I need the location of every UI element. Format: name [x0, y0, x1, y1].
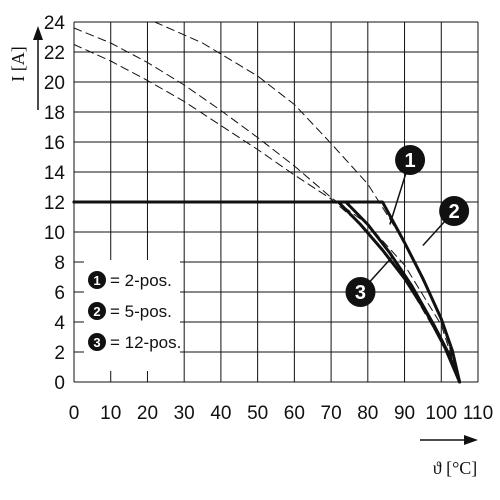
x-tick-label: 100: [425, 403, 457, 424]
y-axis-label: I [A]: [8, 46, 28, 81]
legend-marker-2: [88, 302, 106, 320]
y-tick-label: 4: [54, 313, 65, 334]
x-tick-label: 20: [137, 403, 158, 424]
legend-marker-3: [88, 333, 106, 351]
x-tick-label: 110: [463, 403, 493, 424]
dashed-curve-1: [154, 21, 461, 383]
y-tick-label: 16: [44, 133, 65, 154]
curve-marker-2: [439, 196, 470, 226]
y-tick-label: 22: [44, 43, 65, 64]
dashed-curve-3: [73, 44, 461, 383]
y-tick-label: 0: [54, 373, 65, 394]
legend-entry-label: = 12-pos.: [110, 333, 181, 352]
curve-marker-number: 3: [355, 282, 366, 304]
y-tick-label: 12: [44, 193, 65, 214]
curve-marker-1: [395, 145, 426, 175]
y-tick-label: 20: [44, 73, 65, 94]
legend-marker-number: 1: [93, 273, 100, 288]
tick-labels: 0 10 20 30 40 50 60 70 80 90 100 110024681012141618…: [44, 13, 493, 424]
y-tick-label: 8: [54, 253, 65, 274]
x-tick-label: 80: [357, 403, 378, 424]
x-tick-label: 70: [321, 403, 342, 424]
y-tick-label: 2: [54, 343, 65, 364]
curve-marker-number: 1: [404, 150, 415, 172]
legend-marker-1: [88, 271, 106, 289]
solid-curve-1: [72, 200, 462, 384]
legend-entry-label: = 2-pos.: [110, 271, 172, 290]
legend-entry-label: = 5-pos.: [110, 302, 172, 321]
curve-markers: 1 2 3: [345, 145, 470, 307]
y-tick-label: 10: [44, 223, 65, 244]
y-tick-label: 6: [54, 283, 65, 304]
x-tick-label: 90: [394, 403, 415, 424]
legend-marker-number: 2: [93, 304, 100, 319]
grid: [73, 21, 479, 383]
y-axis-arrow: [33, 26, 43, 110]
x-axis-label: ϑ [°C]: [433, 458, 478, 478]
x-tick-label: 40: [210, 403, 231, 424]
curve-marker-number: 2: [449, 201, 460, 223]
x-tick-label: 30: [174, 403, 195, 424]
y-tick-label: 18: [44, 103, 65, 124]
curve-marker-3: [345, 277, 376, 307]
legend: 1 = 2-pos. 2 = 5-pos. 3 = 12-pos.: [84, 260, 181, 371]
x-tick-label: 0: [69, 403, 80, 424]
y-tick-label: 14: [44, 163, 66, 184]
x-axis-arrow: [420, 435, 478, 445]
x-tick-label: 50: [247, 403, 268, 424]
dashed-curve-2: [73, 27, 461, 383]
x-tick-label: 60: [284, 403, 305, 424]
legend-marker-number: 3: [93, 335, 100, 350]
x-tick-label: 10: [100, 403, 121, 424]
series-group: [72, 21, 462, 384]
y-tick-label: 24: [44, 13, 66, 34]
